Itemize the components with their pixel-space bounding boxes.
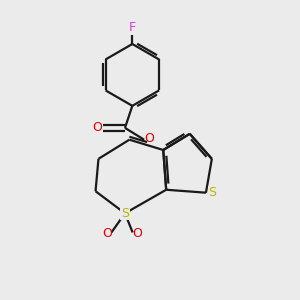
Text: O: O [102, 227, 112, 240]
Text: O: O [93, 122, 103, 134]
Text: S: S [121, 207, 129, 220]
Text: O: O [145, 132, 154, 145]
Text: F: F [129, 21, 136, 34]
Text: O: O [132, 227, 142, 240]
Text: S: S [208, 186, 216, 199]
